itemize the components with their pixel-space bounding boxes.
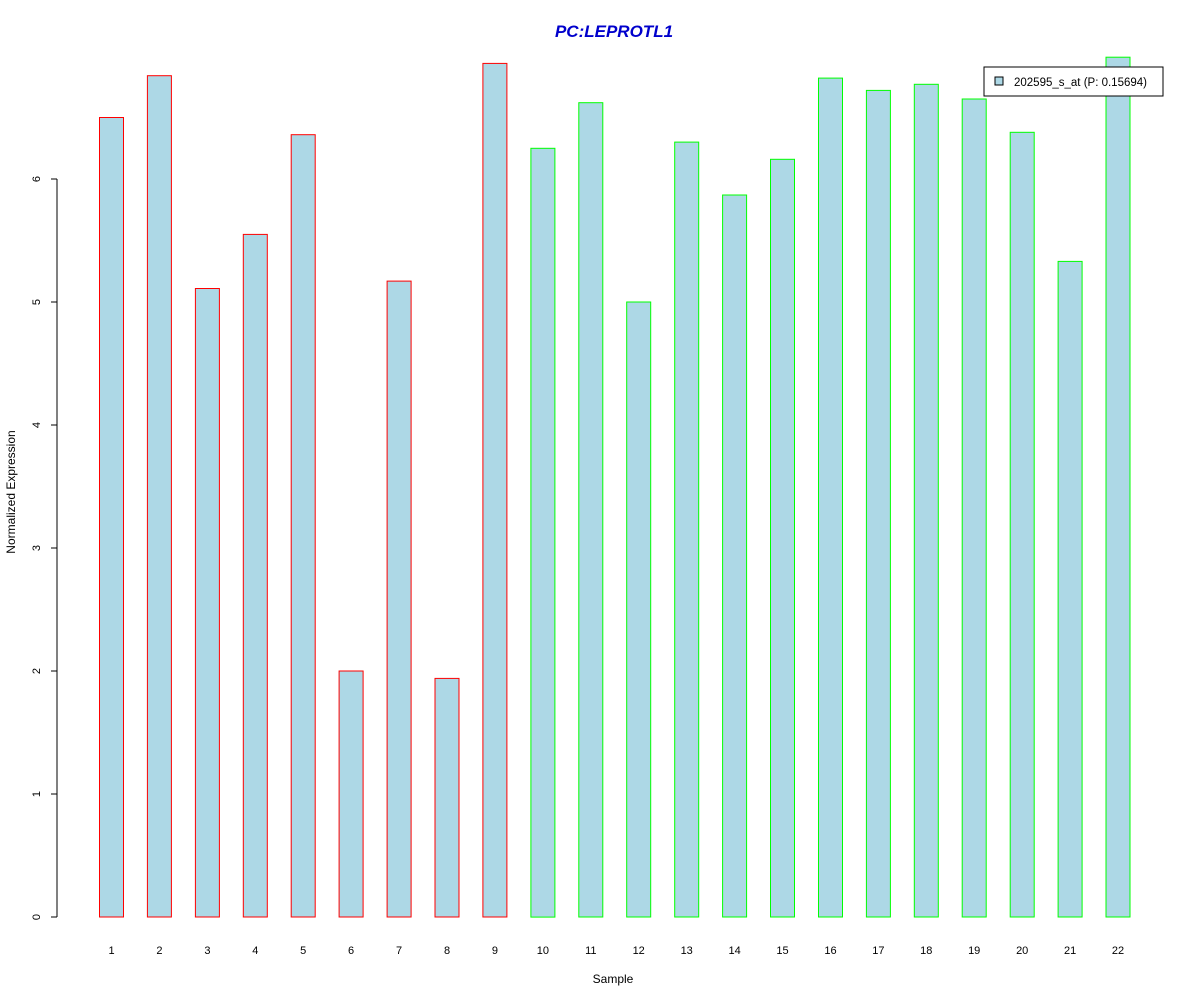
y-tick-label: 5: [31, 299, 43, 305]
x-tick-label: 16: [824, 945, 836, 957]
x-tick-label: 17: [872, 945, 884, 957]
x-tick-label: 14: [728, 945, 740, 957]
x-tick-label: 11: [585, 945, 596, 957]
x-tick-label: 1: [108, 945, 114, 957]
x-tick-labels: 1 2 3 4 5 6 7 8 9 10 11 12 13 14 15 16 17 18 19 20 21 22: [108, 945, 1124, 957]
y-axis: 0 1 2 3 4 5 6: [31, 176, 58, 920]
legend-swatch: [994, 76, 1004, 86]
bar: [482, 62, 508, 918]
bar: [818, 77, 843, 918]
x-tick-label: 15: [776, 945, 788, 957]
y-tick-label: 6: [31, 176, 43, 182]
x-tick-label: 9: [492, 945, 498, 957]
bar: [626, 301, 652, 918]
y-tick-label: 3: [31, 545, 43, 551]
x-tick-label: 6: [348, 945, 354, 957]
x-axis-label: Sample: [593, 972, 634, 986]
x-tick-label: 19: [968, 945, 980, 957]
x-tick-label: 20: [1016, 945, 1028, 957]
x-tick-label: 8: [444, 945, 450, 957]
bar: [674, 141, 700, 918]
bar: [722, 194, 748, 918]
x-tick-label: 3: [204, 945, 210, 957]
y-tick-label: 1: [31, 791, 43, 797]
bar: [1009, 131, 1035, 918]
bar: [242, 233, 268, 918]
bar: [386, 280, 412, 918]
legend-box: [983, 66, 1164, 97]
bar: [1057, 260, 1083, 918]
bar: [770, 158, 795, 918]
y-axis-label: Normalized Expression: [4, 430, 18, 553]
bar: [530, 147, 556, 918]
x-tick-label: 18: [920, 945, 932, 957]
y-tick-label: 0: [31, 914, 43, 920]
y-tick-label: 2: [31, 668, 43, 674]
bar: [578, 102, 604, 918]
bar: [338, 670, 364, 918]
y-tick-label: 4: [31, 422, 43, 428]
x-tick-label: 5: [300, 945, 306, 957]
x-tick-label: 4: [252, 945, 258, 957]
bar: [913, 83, 939, 918]
x-tick-label: 2: [156, 945, 162, 957]
x-tick-label: 22: [1112, 945, 1124, 957]
x-tick-label: 10: [537, 945, 549, 957]
x-tick-label: 13: [681, 945, 693, 957]
bar: [99, 117, 124, 918]
x-tick-label: 12: [633, 945, 645, 957]
legend-label: 202595_s_at (P: 0.15694): [1014, 77, 1147, 89]
bar: [146, 75, 172, 918]
legend: 202595_s_at (P: 0.15694): [983, 66, 1164, 97]
bar: [434, 677, 460, 918]
x-tick-label: 7: [396, 945, 402, 957]
bar: [290, 134, 316, 918]
bar: [865, 89, 891, 918]
chart-title: PC:LEPROTL1: [555, 22, 673, 41]
bars: [99, 56, 1131, 918]
x-tick-label: 21: [1064, 945, 1076, 957]
bar: [194, 288, 220, 918]
bar: [1105, 56, 1131, 918]
bar: [961, 98, 987, 918]
